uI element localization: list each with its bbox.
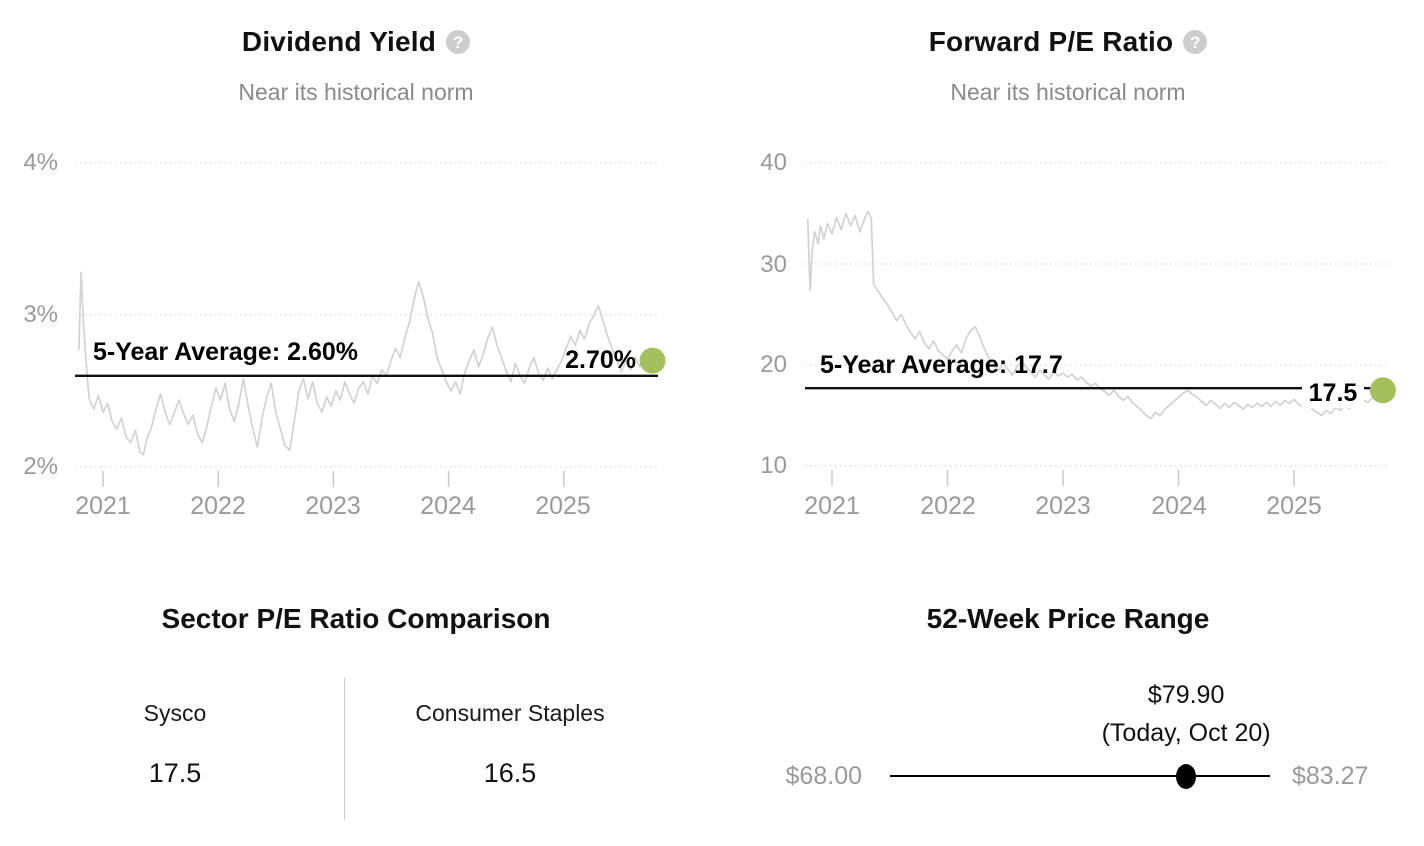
x-axis-label: 2023 [1035, 492, 1091, 520]
forward-pe-header: Forward P/E Ratio ? [712, 22, 1424, 62]
range-low-label: $68.00 [785, 762, 862, 790]
dividend-yield-header: Dividend Yield ? [0, 22, 712, 62]
forward-pe-title: Forward P/E Ratio [928, 26, 1174, 57]
x-axis-label: 2023 [305, 492, 361, 520]
y-axis-label: 2% [23, 453, 58, 480]
y-axis-label: 10 [760, 452, 787, 479]
y-axis-label: 3% [23, 301, 58, 328]
current-value-annotation: 2.70% [565, 346, 636, 374]
x-axis-label: 2025 [535, 492, 591, 520]
dividend-yield-subtitle: Near its historical norm [238, 79, 474, 105]
current-price-marker [1176, 764, 1197, 789]
x-axis-label: 2021 [75, 492, 131, 520]
sector-comparison-title: Sector P/E Ratio Comparison [161, 603, 551, 634]
y-axis-label: 30 [760, 251, 787, 278]
x-axis-label: 2025 [1266, 492, 1322, 520]
price-range-title: 52-Week Price Range [926, 603, 1210, 634]
x-axis-label: 2021 [804, 492, 860, 520]
y-axis-label: 4% [23, 149, 58, 176]
help-icon[interactable]: ? [1183, 30, 1208, 54]
average-annotation: 5-Year Average: 2.60% [93, 338, 358, 366]
forward-pe-chart [805, 162, 1396, 486]
sector-company-value: 17.5 [148, 758, 202, 788]
question-mark-glyph: ? [1190, 32, 1201, 52]
dividend-yield-chart [75, 162, 666, 487]
current-value-annotation: 17.5 [1302, 379, 1364, 408]
y-axis-label: 40 [760, 149, 787, 176]
sector-name: Consumer Staples [415, 700, 605, 726]
y-axis-label: 20 [760, 351, 787, 378]
price-range-track [890, 775, 1270, 777]
range-high-label: $83.27 [1292, 762, 1369, 790]
current-price-date: (Today, Oct 20) [1101, 719, 1271, 747]
x-axis-label: 2022 [190, 492, 246, 520]
sector-company-name: Sysco [143, 700, 207, 726]
vertical-divider [344, 678, 345, 820]
x-axis-label: 2024 [420, 492, 476, 520]
current-price-label: $79.90 [1147, 681, 1225, 709]
x-axis-label: 2022 [920, 492, 976, 520]
sector-value: 16.5 [483, 758, 537, 788]
help-icon[interactable]: ? [446, 30, 471, 54]
question-mark-glyph: ? [452, 32, 464, 52]
average-annotation: 5-Year Average: 17.7 [820, 351, 1063, 379]
forward-pe-subtitle: Near its historical norm [950, 79, 1186, 105]
x-axis-label: 2024 [1151, 492, 1207, 520]
dividend-yield-title: Dividend Yield [241, 26, 437, 57]
